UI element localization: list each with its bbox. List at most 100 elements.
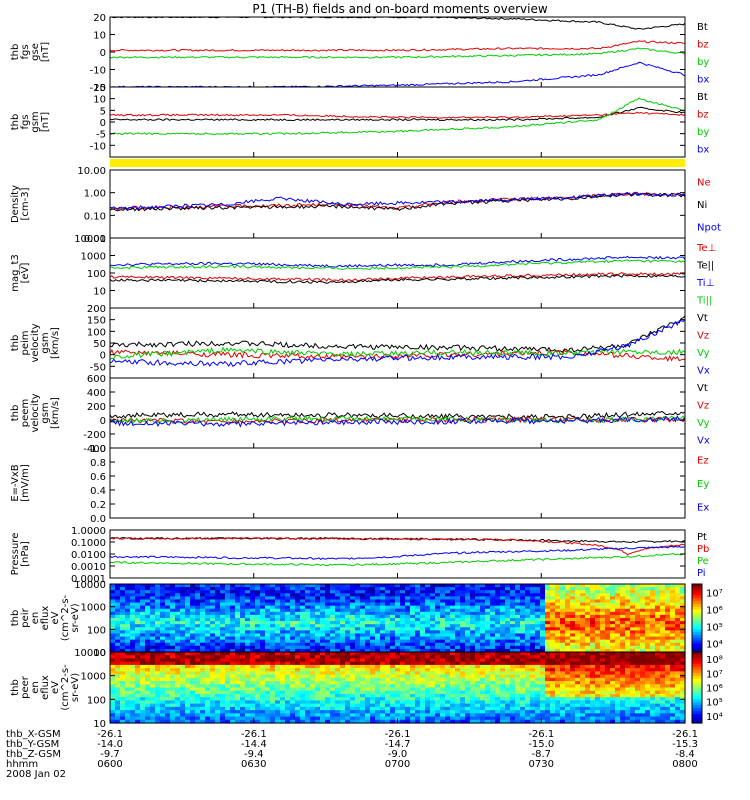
legend-label-Ey: Ey: [697, 479, 709, 490]
y-tick-label: 100: [87, 695, 106, 706]
y-tick-label: 10: [93, 95, 106, 106]
y-tick-label: 200: [87, 304, 106, 315]
y-tick-label: 15: [93, 83, 106, 94]
x-tick-label-t: 0700: [385, 759, 410, 770]
x-tick-label-y: -14.4: [241, 739, 267, 750]
y-tick-label: 10: [93, 31, 106, 42]
y-tick-label: 0: [100, 351, 106, 362]
x-tick-label-t: 0800: [672, 759, 697, 770]
y-tick-label: 0.0010: [71, 562, 106, 573]
y-tick-label: 50: [93, 339, 106, 350]
colorbar-tick-label: 10⁸: [706, 655, 723, 666]
y-tick-label: 100: [87, 327, 106, 338]
x-tick-label-y: -15.0: [528, 739, 554, 750]
legend-label-Pi: Pi: [697, 568, 706, 579]
series-line-By: [109, 111, 686, 119]
legend-label-Pe: Pe: [697, 556, 709, 567]
legend-label-Vz: Vz: [697, 330, 709, 341]
series-line-Pt: [109, 536, 686, 544]
series-line-Vx: [109, 318, 686, 367]
series-line-bz: [109, 40, 685, 52]
y-axis-label: E=-VxB[mV/m]: [10, 464, 31, 502]
legend-label-Ni: Ni: [697, 200, 707, 211]
legend-label-Pt: Pt: [697, 532, 707, 543]
x-tick-label-t: 0630: [241, 759, 266, 770]
x-tick-label-z: -9.7: [100, 749, 120, 760]
x-tick-label-z: -9.4: [244, 749, 264, 760]
x-tick-label-y: -14.0: [97, 739, 123, 750]
colorbar-tick-label: 10⁷: [706, 589, 723, 600]
colorbar-tick-label: 10⁷: [706, 669, 723, 680]
y-tick-label: 10: [93, 648, 106, 659]
colorbar-peir-spectrogram: 10⁴ 10⁵ 10⁶ 10⁷: [691, 583, 723, 653]
series-line-Bz: [109, 106, 686, 122]
y-tick-label: 10000: [74, 580, 106, 591]
legend-label-Te||: Te||: [696, 260, 714, 271]
x-tick-label-x: -26.1: [672, 729, 698, 740]
legend-label-Bt: Bt: [697, 22, 708, 33]
y-tick-label: 5: [100, 106, 106, 117]
y-axis-label: Density[cm-3]: [10, 185, 31, 223]
legend-label-Bt: Bt: [697, 92, 708, 103]
panel-fgs-gse: -20 -10 0 10 20 thbfgsgse[nT] Bt bz by bx: [10, 13, 709, 94]
yellow-flag-bar: [110, 159, 685, 167]
legend-label-Vy: Vy: [697, 418, 710, 429]
panel-temperature: 10 100 1000 10000 mag_t3[eV] Te⊥ Te|| Ti⊥ Ti||: [10, 234, 716, 309]
x-tick-label-z: -8.7: [531, 749, 551, 760]
x-tick-label-z: -8.4: [675, 749, 695, 760]
y-tick-label: 400: [87, 388, 106, 399]
legend-label-Vz: Vz: [697, 400, 709, 411]
y-tick-label: -10: [90, 66, 106, 77]
y-tick-label: 100: [87, 269, 106, 280]
series-line-Npot: [109, 191, 686, 210]
y-tick-label: 0.01: [84, 234, 106, 245]
legend-label-Vx: Vx: [697, 435, 710, 446]
y-axis-label: thbpeemvelocitygsm[km/s]: [10, 393, 61, 432]
y-tick-label: 1000: [81, 252, 106, 263]
series-line-Vt: [109, 315, 686, 354]
y-tick-label: 1.00: [84, 189, 106, 200]
figure-title: P1 (TH-B) fields and on-board moments ov…: [252, 2, 548, 16]
legend-label-Ex: Ex: [697, 502, 709, 513]
y-tick-label: 0.6: [90, 472, 106, 483]
colorbar-tick-label: 10⁶: [706, 606, 723, 617]
colorbar-tick-label: 10⁶: [706, 684, 723, 695]
legend-label-bz: bz: [697, 109, 709, 120]
y-axis-label: thbfgsgsm[nT]: [10, 111, 51, 132]
legend-label-bz: bz: [697, 39, 709, 50]
legend-label-bx: bx: [697, 144, 709, 155]
y-tick-label: 1.0000: [71, 526, 106, 537]
series-line-Ti⊥: [109, 255, 686, 268]
series-line-Te||: [109, 273, 686, 284]
panel-velocity-gse: -400 -200 0 200 400 600 thbpeemvelocitygsm[km/…: [10, 374, 710, 455]
y-tick-label: 10: [93, 719, 106, 730]
y-tick-label: -5: [96, 130, 106, 141]
y-tick-label: 0.2: [90, 500, 106, 511]
x-row-label-date: 2008 Jan 02: [6, 769, 66, 780]
y-axis-label: Pressure[nPa]: [10, 533, 31, 576]
colorbar-peer-spectrogram: 10⁴ 10⁵ 10⁶ 10⁷ 10⁸: [691, 651, 723, 724]
colorbar-tick-label: 10⁵: [706, 698, 723, 709]
x-row-label-x-gsm: thb_X-GSM: [6, 729, 61, 740]
legend-label-by: by: [697, 127, 709, 138]
y-axis-label: thbpeimvelocitygsm[km/s]: [10, 323, 61, 362]
panel-frame: [109, 16, 686, 88]
x-tick-label-t: 0730: [529, 759, 554, 770]
x-tick-label-x: -26.1: [385, 729, 411, 740]
x-tick-label-z: -9.0: [388, 749, 408, 760]
y-tick-label: 100: [87, 625, 106, 636]
y-tick-label: 1000: [81, 603, 106, 614]
y-tick-label: 600: [87, 374, 106, 385]
y-tick-label: 0.8: [90, 458, 106, 469]
colorbar-tick-label: 10⁴: [706, 640, 723, 651]
x-tick-label-x: -26.1: [241, 729, 267, 740]
y-tick-label: 0: [100, 416, 106, 427]
legend-label-Vt: Vt: [697, 313, 708, 324]
legend-label-Pb: Pb: [697, 544, 709, 555]
panel-density: 0.01 0.10 1.00 10.00 Density[cm-3] Ne Ni Npot: [10, 166, 721, 245]
y-tick-label: -50: [90, 362, 106, 373]
